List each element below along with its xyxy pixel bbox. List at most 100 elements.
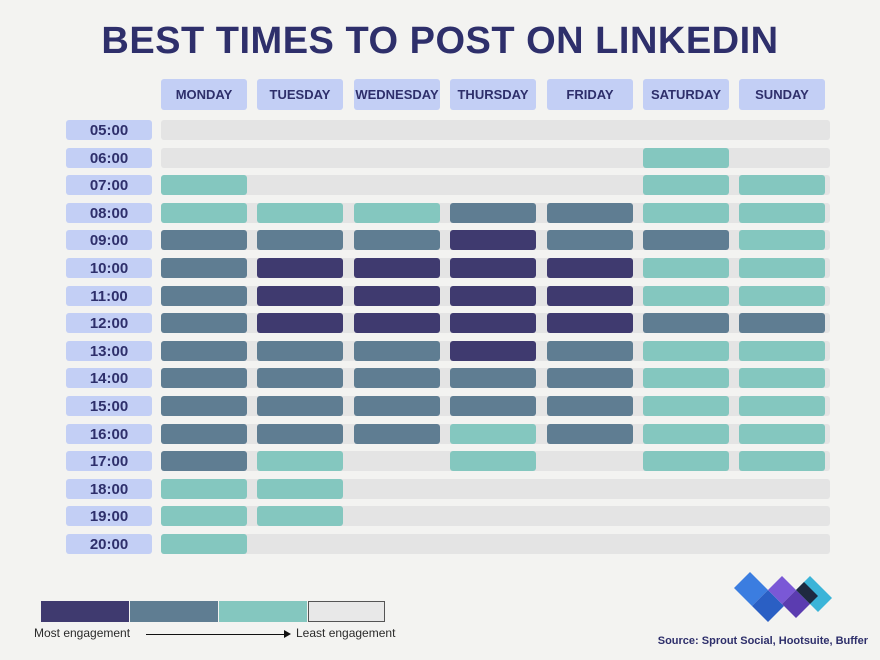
heatmap-cell-sunday-1000 [739, 258, 825, 278]
heatmap-cell-friday-0900 [547, 230, 633, 250]
heatmap-cell-monday-1800 [161, 479, 247, 499]
heatmap-cell-wednesday-1000 [354, 258, 440, 278]
heatmap-cell-saturday-0900 [643, 230, 729, 250]
heatmap-cell-tuesday-1100 [257, 286, 343, 306]
heatmap-cell-monday-1500 [161, 396, 247, 416]
day-header-saturday: SATURDAY [643, 79, 729, 110]
heatmap-cell-friday-1300 [547, 341, 633, 361]
time-label-1500: 15:00 [66, 396, 152, 416]
time-label-0500: 05:00 [66, 120, 152, 140]
heatmap-cell-thursday-1200 [450, 313, 536, 333]
time-label-0800: 08:00 [66, 203, 152, 223]
heatmap-cell-tuesday-0900 [257, 230, 343, 250]
heatmap-cell-saturday-0800 [643, 203, 729, 223]
heatmap-cell-wednesday-0800 [354, 203, 440, 223]
legend-swatch-high [130, 601, 218, 622]
heatmap-cell-tuesday-1600 [257, 424, 343, 444]
day-header-friday: FRIDAY [547, 79, 633, 110]
heatmap-cell-tuesday-1200 [257, 313, 343, 333]
page-title: BEST TIMES TO POST ON LINKEDIN [101, 20, 779, 62]
heatmap-cell-saturday-1400 [643, 368, 729, 388]
time-label-1100: 11:00 [66, 286, 152, 306]
legend-least-label: Least engagement [296, 626, 396, 640]
heatmap-cell-thursday-1100 [450, 286, 536, 306]
heatmap-cell-sunday-0900 [739, 230, 825, 250]
heatmap-cell-friday-1200 [547, 313, 633, 333]
heatmap-cell-thursday-0900 [450, 230, 536, 250]
heatmap-cell-tuesday-1800 [257, 479, 343, 499]
heatmap-cell-friday-1500 [547, 396, 633, 416]
heatmap-cell-friday-1600 [547, 424, 633, 444]
heatmap-cell-tuesday-1400 [257, 368, 343, 388]
heatmap-cell-monday-0700 [161, 175, 247, 195]
heatmap-cell-sunday-1500 [739, 396, 825, 416]
heatmap-cell-monday-1400 [161, 368, 247, 388]
heatmap-cell-monday-1000 [161, 258, 247, 278]
heatmap-cell-saturday-1300 [643, 341, 729, 361]
heatmap-cell-friday-1000 [547, 258, 633, 278]
legend-swatch-most [41, 601, 129, 622]
heatmap-cell-thursday-1400 [450, 368, 536, 388]
heatmap-cell-saturday-1700 [643, 451, 729, 471]
heatmap-cell-sunday-0800 [739, 203, 825, 223]
heatmap-cell-sunday-1200 [739, 313, 825, 333]
row-track [161, 120, 830, 140]
heatmap-cell-monday-2000 [161, 534, 247, 554]
time-label-1600: 16:00 [66, 424, 152, 444]
time-label-0900: 09:00 [66, 230, 152, 250]
heatmap-cell-tuesday-1500 [257, 396, 343, 416]
heatmap-cell-tuesday-0800 [257, 203, 343, 223]
source-note: Source: Sprout Social, Hootsuite, Buffer [657, 635, 868, 647]
heatmap-cell-tuesday-1900 [257, 506, 343, 526]
heatmap-cell-thursday-1600 [450, 424, 536, 444]
day-header-thursday: THURSDAY [450, 79, 536, 110]
heatmap-cell-thursday-1300 [450, 341, 536, 361]
heatmap-cell-friday-1100 [547, 286, 633, 306]
legend-most-label: Most engagement [34, 626, 131, 640]
heatmap-cell-saturday-1100 [643, 286, 729, 306]
heatmap-cell-thursday-0800 [450, 203, 536, 223]
heatmap-cell-thursday-1000 [450, 258, 536, 278]
heatmap-cell-sunday-1700 [739, 451, 825, 471]
heatmap-cell-saturday-0600 [643, 148, 729, 168]
heatmap-cell-wednesday-1200 [354, 313, 440, 333]
time-label-1700: 17:00 [66, 451, 152, 471]
heatmap-cell-tuesday-1700 [257, 451, 343, 471]
heatmap-cell-monday-1900 [161, 506, 247, 526]
time-label-2000: 20:00 [66, 534, 152, 554]
legend-swatch-medium [219, 601, 307, 622]
time-label-1300: 13:00 [66, 341, 152, 361]
heatmap-cell-sunday-0700 [739, 175, 825, 195]
heatmap-cell-tuesday-1000 [257, 258, 343, 278]
time-label-0600: 06:00 [66, 148, 152, 168]
row-track [161, 175, 830, 195]
heatmap-cell-tuesday-1300 [257, 341, 343, 361]
time-label-0700: 07:00 [66, 175, 152, 195]
day-header-sunday: SUNDAY [739, 79, 825, 110]
brand-logo-icon [734, 572, 832, 622]
heatmap-cell-monday-1300 [161, 341, 247, 361]
heatmap-cell-wednesday-0900 [354, 230, 440, 250]
legend-arrow-icon [284, 630, 291, 638]
day-header-monday: MONDAY [161, 79, 247, 110]
heatmap-cell-thursday-1500 [450, 396, 536, 416]
heatmap-cell-monday-1200 [161, 313, 247, 333]
heatmap-cell-monday-1100 [161, 286, 247, 306]
heatmap-cell-wednesday-1300 [354, 341, 440, 361]
heatmap-cell-saturday-1600 [643, 424, 729, 444]
day-header-tuesday: TUESDAY [257, 79, 343, 110]
heatmap-cell-thursday-1700 [450, 451, 536, 471]
heatmap-cell-wednesday-1100 [354, 286, 440, 306]
heatmap-cell-sunday-1400 [739, 368, 825, 388]
heatmap-cell-monday-0900 [161, 230, 247, 250]
heatmap-cell-wednesday-1500 [354, 396, 440, 416]
heatmap-cell-friday-1400 [547, 368, 633, 388]
time-label-1000: 10:00 [66, 258, 152, 278]
day-header-wednesday: WEDNESDAY [354, 79, 440, 110]
heatmap-cell-wednesday-1600 [354, 424, 440, 444]
time-label-1200: 12:00 [66, 313, 152, 333]
heatmap-cell-saturday-1200 [643, 313, 729, 333]
heatmap-cell-saturday-0700 [643, 175, 729, 195]
heatmap-cell-sunday-1600 [739, 424, 825, 444]
legend-arrow-line [146, 634, 286, 635]
